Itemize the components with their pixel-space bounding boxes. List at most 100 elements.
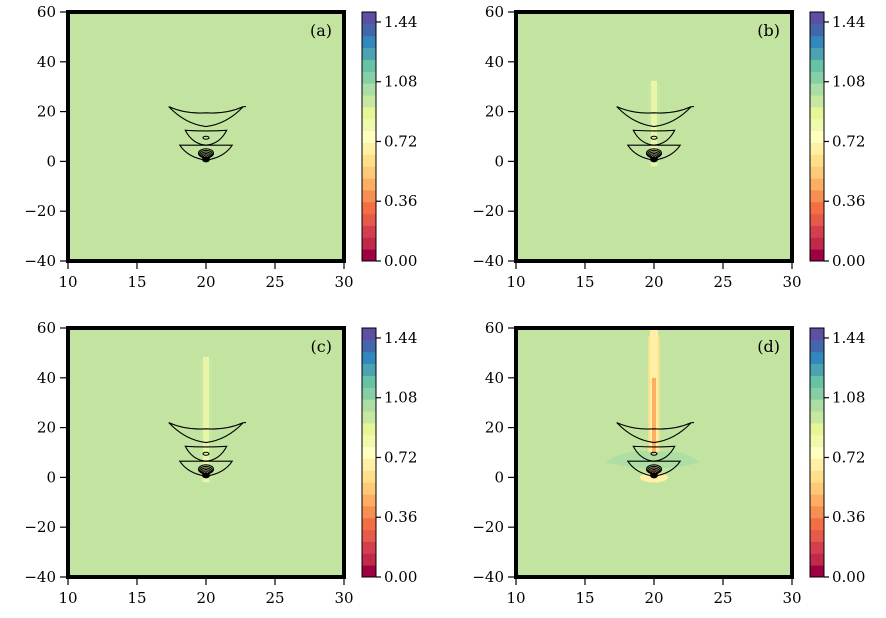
plume-mid xyxy=(651,80,657,167)
colorbar-segment xyxy=(362,505,376,519)
colorbar-segment xyxy=(362,446,376,459)
colorbar-segment xyxy=(810,446,824,459)
panel-label: (b) xyxy=(757,21,780,40)
y-tick-label: 60 xyxy=(37,3,56,21)
colorbar-tick-label: 1.44 xyxy=(832,329,865,347)
colorbar-segment xyxy=(362,529,376,542)
colorbar-segment xyxy=(362,118,376,132)
contour-line xyxy=(650,135,658,140)
y-tick-label: 60 xyxy=(485,319,504,337)
x-tick-label: 20 xyxy=(644,273,663,291)
colorbar-segment xyxy=(810,12,824,25)
contour-line xyxy=(632,445,676,462)
colorbar-segment xyxy=(362,422,376,436)
colorbar-segment xyxy=(810,470,824,483)
x-tick-label: 30 xyxy=(334,273,353,291)
plot-frame xyxy=(514,326,794,579)
colorbar-tick-label: 0.36 xyxy=(384,508,417,526)
y-tick-label: −20 xyxy=(24,202,56,220)
y-tick-label: −40 xyxy=(24,252,56,270)
colorbar-segment xyxy=(810,35,824,49)
colorbar-segment xyxy=(810,23,824,37)
y-tick-label: 40 xyxy=(485,369,504,387)
x-tick-label: 30 xyxy=(334,589,353,607)
colorbar-segment xyxy=(362,470,376,483)
x-tick-label: 15 xyxy=(127,273,146,291)
colorbar-segment xyxy=(362,553,376,566)
colorbar-segment xyxy=(362,482,376,495)
x-tick-label: 25 xyxy=(265,589,284,607)
colorbar-segment xyxy=(810,399,824,412)
colorbar-tick-label: 0.00 xyxy=(832,252,865,270)
colorbar-segment xyxy=(810,130,824,143)
y-tick-label: −20 xyxy=(472,202,504,220)
colorbar: 1.44 1.08 0.72 0.36 0.00 xyxy=(361,327,417,586)
colorbar-tick-label: 0.00 xyxy=(384,568,417,586)
x-tick-label: 10 xyxy=(58,589,77,607)
colorbar-segment xyxy=(362,225,376,238)
colorbar-segment xyxy=(362,59,376,72)
colorbar-segment xyxy=(362,23,376,37)
colorbar-segment xyxy=(362,517,376,531)
contour-line xyxy=(632,129,676,146)
x-tick-label: 10 xyxy=(58,273,77,291)
colorbar-tick-label: 0.72 xyxy=(832,132,865,150)
heatmap-field xyxy=(200,356,212,483)
panel-label: (a) xyxy=(310,21,332,40)
colorbar-segment xyxy=(362,339,376,353)
y-tick-label: 20 xyxy=(37,419,56,437)
colorbar-segment xyxy=(810,422,824,436)
colorbar-tick-label: 0.00 xyxy=(832,568,865,586)
colorbar-segment xyxy=(362,142,376,155)
colorbar-segment xyxy=(362,434,376,448)
colorbar-segment xyxy=(810,411,824,424)
colorbar-segment xyxy=(810,565,824,578)
colorbar-segment xyxy=(362,565,376,578)
colorbar-segment xyxy=(810,213,824,226)
colorbar-segment xyxy=(362,328,376,341)
contour-core xyxy=(650,156,658,163)
colorbar-segment xyxy=(362,458,376,471)
colorbar-segment xyxy=(810,553,824,566)
colorbar-tick-label: 0.72 xyxy=(384,448,417,466)
contour-lines xyxy=(168,422,247,477)
colorbar-segment xyxy=(810,95,824,108)
colorbar-segment xyxy=(810,225,824,238)
colorbar-segment xyxy=(810,249,824,262)
x-tick-label: 25 xyxy=(265,273,284,291)
y-tick-label: 40 xyxy=(37,53,56,71)
y-tick-label: 0 xyxy=(46,468,56,486)
colorbar-segment xyxy=(810,458,824,471)
contour-line xyxy=(626,460,682,477)
colorbar-segment xyxy=(810,142,824,155)
colorbar-segment xyxy=(810,363,824,376)
colorbar-segment xyxy=(362,201,376,215)
colorbar-segment xyxy=(362,166,376,179)
colorbar-segment xyxy=(810,351,824,365)
colorbar-segment xyxy=(810,482,824,495)
x-tick-label: 10 xyxy=(506,589,525,607)
y-tick-label: 0 xyxy=(46,152,56,170)
x-tick-label: 15 xyxy=(575,273,594,291)
plume-core xyxy=(652,377,656,483)
colorbar-tick-label: 1.08 xyxy=(384,73,417,91)
colorbar-tick-label: 1.44 xyxy=(384,329,417,347)
colorbar-tick-label: 1.44 xyxy=(384,13,417,31)
contour-line xyxy=(184,129,228,146)
colorbar-segment xyxy=(810,375,824,388)
x-tick-label: 25 xyxy=(713,273,732,291)
colorbar-segment xyxy=(362,375,376,388)
colorbar-segment xyxy=(362,154,376,167)
colorbar: 1.44 1.08 0.72 0.36 0.00 xyxy=(361,11,417,270)
y-tick-label: 60 xyxy=(37,319,56,337)
colorbar-segment xyxy=(810,529,824,542)
y-tick-label: −40 xyxy=(24,568,56,586)
y-tick-label: 60 xyxy=(485,3,504,21)
contour-line xyxy=(178,144,234,161)
colorbar-segment xyxy=(362,411,376,424)
colorbar-segment xyxy=(362,213,376,226)
colorbar-segment xyxy=(362,249,376,262)
colorbar-segment xyxy=(362,83,376,96)
